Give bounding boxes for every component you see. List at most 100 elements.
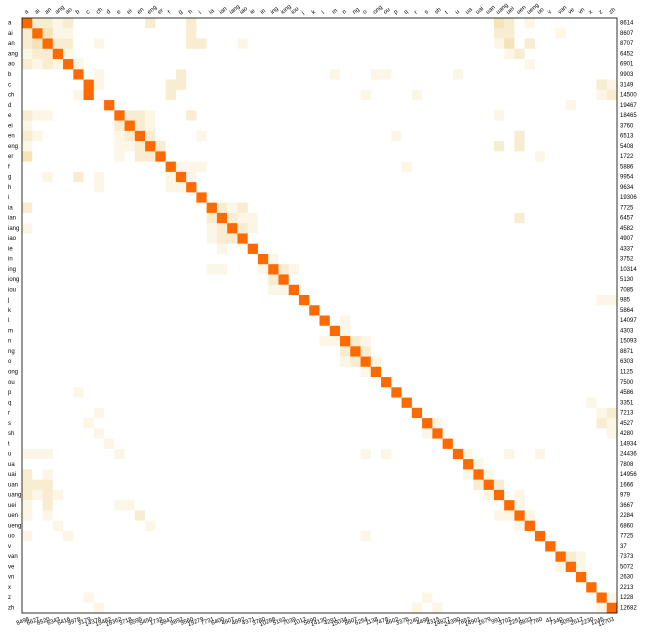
- heatmap-cell: [401, 397, 413, 409]
- heatmap-cell: [381, 274, 392, 286]
- heatmap-cell: [360, 151, 372, 162]
- heatmap-cell: [247, 223, 259, 234]
- heatmap-cell: [391, 151, 402, 162]
- row-total-label: 4303: [620, 328, 634, 334]
- column-total-label: 19279: [187, 616, 205, 628]
- heatmap-cell: [391, 541, 402, 552]
- heatmap-cell: [288, 418, 300, 429]
- heatmap-cell: [309, 223, 320, 234]
- column-total-label: 14130: [310, 616, 328, 628]
- heatmap-cell: [483, 100, 495, 111]
- heatmap-cell: [227, 305, 238, 316]
- heatmap-cell: [268, 69, 279, 80]
- heatmap-cell: [514, 100, 525, 111]
- heatmap-cell: [73, 346, 84, 357]
- heatmap-cell: [227, 325, 238, 337]
- heatmap-cell: [360, 141, 372, 152]
- heatmap-cell: [124, 397, 136, 409]
- heatmap-cell: [340, 253, 351, 265]
- column-label: en: [136, 7, 145, 16]
- column-total-label: 1245: [590, 617, 605, 627]
- heatmap-cell: [575, 387, 587, 398]
- heatmap-cell: [114, 418, 125, 429]
- heatmap-cell: [442, 541, 454, 552]
- heatmap-cell: [63, 89, 74, 101]
- heatmap-cell: [145, 100, 156, 111]
- heatmap-cell: [114, 233, 125, 244]
- heatmap-cell: [237, 510, 248, 521]
- column-total-label: 3376: [395, 617, 410, 627]
- heatmap-cell: [124, 151, 136, 162]
- heatmap-cell: [165, 377, 177, 388]
- heatmap-cell: [278, 315, 290, 327]
- heatmap-cell: [606, 377, 618, 388]
- heatmap-cell: [534, 253, 546, 265]
- heatmap-cell: [473, 305, 484, 316]
- heatmap-cell: [340, 346, 351, 357]
- heatmap-cell: [83, 448, 95, 460]
- heatmap-cell: [227, 551, 238, 563]
- heatmap-cell: [514, 602, 525, 614]
- heatmap-cell: [309, 489, 320, 501]
- heatmap-cell: [288, 407, 300, 419]
- heatmap-cell: [493, 592, 505, 604]
- heatmap-cell: [114, 171, 125, 183]
- heatmap-cell: [493, 192, 505, 203]
- heatmap-cell: [63, 202, 74, 214]
- heatmap-cell: [104, 510, 115, 521]
- column-total-label: 1733: [149, 617, 164, 627]
- heatmap-cell: [83, 212, 95, 224]
- heatmap-cell: [432, 100, 443, 111]
- heatmap-cell: [145, 448, 156, 460]
- column-total-label: 5163: [272, 617, 287, 627]
- heatmap-cell: [370, 459, 382, 470]
- row-total-label: 4280: [620, 431, 634, 437]
- heatmap-cell: [22, 428, 33, 439]
- heatmap-cell: [247, 305, 259, 316]
- heatmap-cell: [298, 479, 310, 491]
- heatmap-cell: [206, 100, 218, 111]
- heatmap-cell: [227, 89, 238, 101]
- heatmap-cell: [298, 151, 310, 162]
- heatmap-cell: [340, 243, 351, 255]
- heatmap-cell: [298, 284, 310, 296]
- heatmap-cell: [155, 592, 166, 604]
- heatmap-cell: [555, 407, 567, 419]
- heatmap-cell: [452, 510, 464, 521]
- heatmap-cell: [298, 233, 310, 244]
- heatmap-cell: [493, 510, 505, 521]
- heatmap-cell: [514, 541, 525, 552]
- heatmap-cell: [227, 530, 238, 542]
- heatmap-cell: [555, 592, 567, 604]
- heatmap-cell: [463, 428, 474, 439]
- heatmap-cell: [247, 448, 259, 460]
- heatmap-cell: [340, 438, 351, 450]
- heatmap-cell: [83, 561, 95, 573]
- heatmap-cell: [63, 48, 74, 60]
- heatmap-cell: [514, 418, 525, 429]
- heatmap-cell: [401, 171, 413, 183]
- heatmap-cell: [514, 377, 525, 388]
- heatmap-cell: [165, 541, 177, 552]
- heatmap-cell: [473, 356, 484, 368]
- heatmap-cell: [534, 561, 546, 573]
- heatmap-cell: [104, 110, 115, 121]
- heatmap-cell: [257, 28, 269, 39]
- heatmap-cell: [247, 141, 259, 152]
- heatmap-cell: [545, 192, 556, 203]
- heatmap-cell: [32, 397, 43, 409]
- heatmap-cell: [309, 151, 320, 162]
- heatmap-cell: [483, 387, 495, 398]
- heatmap-cell: [227, 243, 238, 255]
- heatmap-cell: [216, 387, 228, 398]
- row-label: uo: [8, 534, 15, 540]
- heatmap-cell: [114, 48, 125, 60]
- row-label: d: [8, 103, 11, 109]
- heatmap-cell: [206, 346, 218, 357]
- heatmap-cell: [52, 582, 64, 593]
- heatmap-cell: [504, 418, 515, 429]
- heatmap-cell: [268, 274, 279, 286]
- heatmap-cell: [298, 325, 310, 337]
- heatmap-cell: [514, 479, 525, 491]
- heatmap-cell: [493, 59, 505, 70]
